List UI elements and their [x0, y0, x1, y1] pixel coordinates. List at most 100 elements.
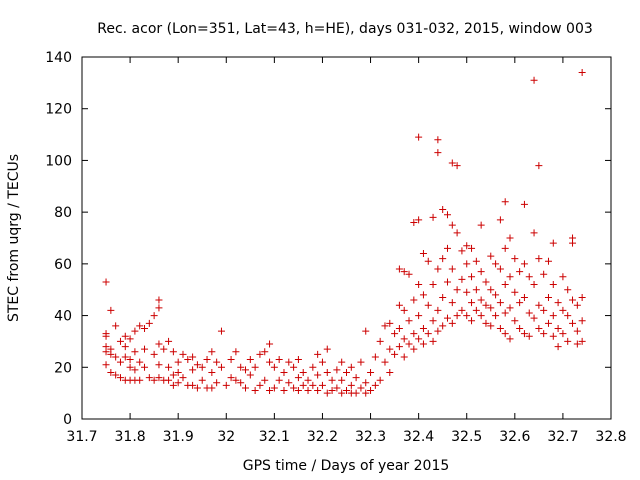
data-point [338, 389, 346, 397]
data-point [280, 387, 288, 395]
data-point [506, 335, 514, 343]
x-tick-label: 32.8 [595, 429, 626, 445]
data-point [468, 273, 476, 281]
data-point [525, 273, 533, 281]
data-point [203, 356, 211, 364]
data-point [294, 374, 302, 382]
data-point [333, 384, 341, 392]
data-point [496, 265, 504, 273]
data-point [165, 337, 173, 345]
data-point [165, 363, 173, 371]
data-point [573, 327, 581, 335]
x-tick-label: 32.1 [259, 429, 290, 445]
data-point [174, 358, 182, 366]
x-axis: 31.7 31.8 31.9 32 32.1 32.2 32.3 32.4 32.5 32.6 32… [66, 57, 627, 445]
data-point [290, 384, 298, 392]
data-point [213, 379, 221, 387]
data-point [530, 229, 538, 237]
plot-frame [81, 56, 612, 420]
data-point [554, 343, 562, 351]
data-point [453, 229, 461, 237]
data-point [208, 368, 216, 376]
data-point [530, 281, 538, 289]
data-point [150, 376, 158, 384]
data-point [511, 288, 519, 296]
data-point [410, 296, 418, 304]
data-point [242, 384, 250, 392]
data-point [314, 371, 322, 379]
x-tick-label: 32.5 [451, 429, 482, 445]
data-point [309, 381, 317, 389]
data-point [525, 309, 533, 317]
data-point [400, 335, 408, 343]
x-tick-label: 32 [217, 429, 235, 445]
data-point [492, 260, 500, 268]
data-point [516, 325, 524, 332]
data-point [102, 348, 110, 356]
data-point [554, 325, 562, 332]
data-point [496, 325, 504, 332]
data-point [578, 293, 586, 301]
data-point [352, 374, 360, 382]
data-point [391, 350, 399, 358]
data-point [112, 371, 120, 379]
data-point [155, 296, 163, 304]
data-point [381, 358, 389, 366]
data-point [424, 257, 432, 265]
data-point [227, 374, 235, 382]
data-point [347, 381, 355, 389]
data-point [443, 278, 451, 286]
data-point [193, 384, 201, 392]
data-point [169, 348, 177, 356]
data-point [198, 376, 206, 384]
data-point [169, 371, 177, 379]
data-point [217, 363, 225, 371]
data-point [439, 293, 447, 301]
data-point [458, 275, 466, 283]
data-point [266, 358, 274, 366]
data-point [535, 325, 543, 332]
data-point [367, 387, 375, 395]
data-point [448, 299, 456, 307]
data-point [116, 337, 124, 345]
data-point [549, 239, 557, 247]
data-point [338, 358, 346, 366]
data-point [506, 273, 514, 281]
data-point [564, 312, 572, 320]
data-point [559, 273, 567, 281]
data-point [434, 306, 442, 314]
data-point [318, 358, 326, 366]
data-point [116, 374, 124, 382]
data-point [237, 363, 245, 371]
data-point [323, 345, 331, 353]
data-point [208, 348, 216, 356]
data-point [299, 381, 307, 389]
data-point [270, 384, 278, 392]
data-point [371, 381, 379, 389]
data-point [285, 358, 293, 366]
data-point [145, 374, 153, 382]
data-point [415, 133, 423, 141]
data-point [443, 211, 451, 219]
chart-title: Rec. acor (Lon=351, Lat=43, h=HE), days … [97, 21, 593, 37]
data-point [569, 319, 577, 327]
data-point [472, 286, 480, 294]
data-point [434, 327, 442, 335]
data-point [189, 366, 197, 374]
data-point [357, 384, 365, 392]
data-point [540, 330, 548, 338]
data-point [405, 317, 413, 325]
data-point [405, 340, 413, 348]
data-point [208, 384, 216, 392]
data-point [251, 387, 259, 395]
data-point [468, 244, 476, 252]
data-point [145, 319, 153, 327]
data-point [458, 306, 466, 314]
data-point [376, 376, 384, 384]
data-point [189, 381, 197, 389]
data-point [155, 361, 163, 369]
data-point [246, 356, 254, 364]
data-point [174, 379, 182, 387]
